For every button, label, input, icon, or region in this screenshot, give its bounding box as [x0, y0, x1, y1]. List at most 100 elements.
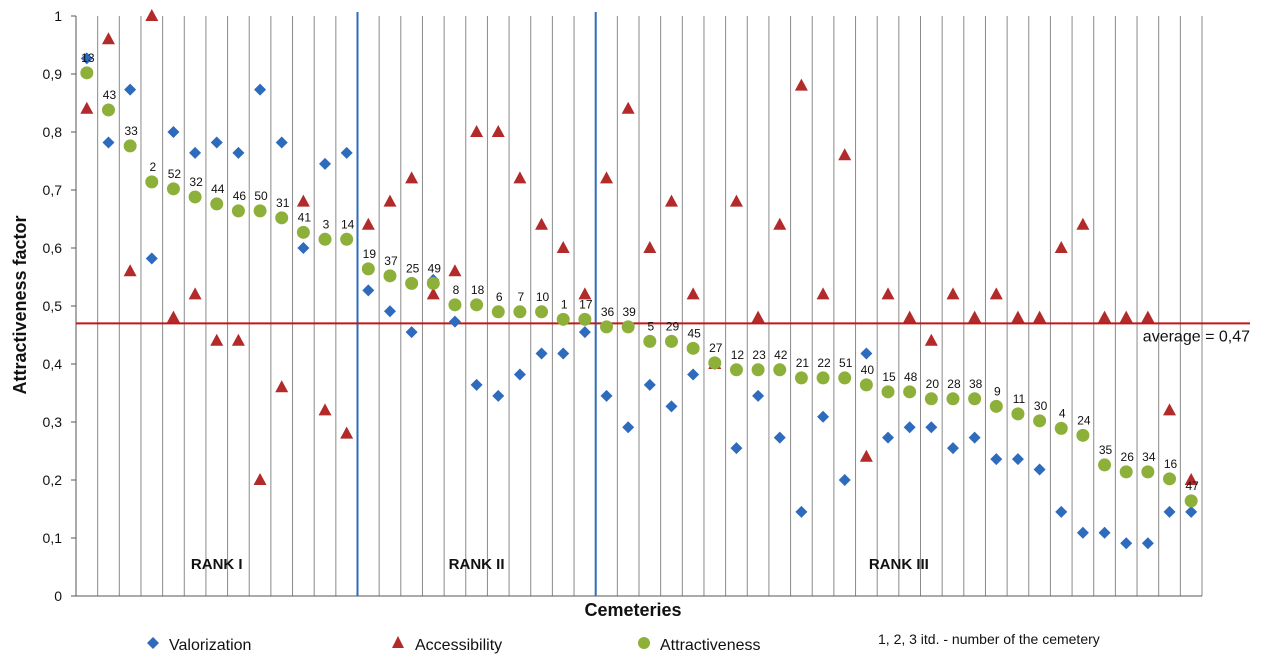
accessibility-point	[1098, 310, 1112, 323]
valorization-point	[80, 52, 93, 65]
legend-marker-accessibility	[392, 636, 404, 648]
valorization-point	[254, 83, 267, 96]
valorization-point	[968, 431, 981, 444]
attractiveness-point	[210, 197, 224, 211]
attractiveness-point	[751, 363, 765, 377]
y-tick-label: 0,4	[43, 356, 63, 372]
accessibility-point	[318, 403, 332, 416]
cemetery-number-label: 10	[536, 290, 550, 304]
attractiveness-point	[578, 312, 592, 326]
valorization-point	[340, 146, 353, 159]
cemetery-number-label: 22	[817, 356, 831, 370]
valorization-point	[145, 252, 158, 265]
attractiveness-point	[708, 356, 722, 370]
average-line-group: average = 0,47	[76, 322, 1250, 345]
cemetery-number-label: 43	[103, 88, 117, 102]
cemetery-number-label: 21	[796, 356, 810, 370]
attractiveness-point	[816, 371, 830, 385]
accessibility-point	[881, 287, 895, 300]
cemetery-number-label: 52	[168, 167, 182, 181]
y-tick-label: 0,2	[43, 472, 63, 488]
attractiveness-point	[859, 378, 873, 392]
accessibility-point	[80, 101, 94, 114]
accessibility-point	[968, 310, 982, 323]
accessibility-point	[188, 287, 202, 300]
attractiveness-point	[968, 392, 982, 406]
cemetery-number-label: 2	[149, 160, 156, 174]
cemetery-number-label: 12	[731, 348, 745, 362]
valorization-point	[1076, 526, 1089, 539]
accessibility-point	[600, 171, 614, 184]
accessibility-point	[513, 171, 527, 184]
valorization-point	[189, 146, 202, 159]
attractiveness-point	[600, 320, 614, 334]
attractiveness-point	[664, 334, 678, 348]
cemetery-number-label: 48	[904, 370, 918, 384]
attractiveness-point	[643, 334, 657, 348]
cemetery-number-label: 16	[1164, 457, 1178, 471]
y-tick-label: 0,1	[43, 530, 63, 546]
valorization-point	[297, 242, 310, 254]
cemetery-number-label: 3	[323, 217, 330, 231]
cemetery-number-label: 8	[453, 283, 460, 297]
y-tick-label: 1	[54, 8, 62, 24]
accessibility-point	[751, 310, 765, 323]
valorization-point	[470, 378, 483, 391]
attractiveness-point	[1119, 465, 1133, 479]
accessibility-point	[859, 449, 873, 462]
attractiveness-point	[924, 392, 938, 406]
cemetery-number-label: 9	[994, 384, 1001, 398]
accessibility-point	[794, 78, 808, 91]
valorization-point	[795, 505, 808, 518]
accessibility-point	[123, 264, 137, 277]
attractiveness-point	[729, 363, 743, 377]
cemetery-number-label: 26	[1121, 450, 1135, 464]
legend-note: 1, 2, 3 itd. - number of the cemetery	[878, 631, 1100, 647]
valorization-point	[535, 347, 548, 360]
accessibility-point	[426, 287, 440, 300]
accessibility-point	[405, 171, 419, 184]
attractiveness-point	[1011, 407, 1025, 421]
attractiveness-point	[491, 305, 505, 319]
valorization-point	[1098, 526, 1111, 539]
valorization-point	[362, 284, 375, 297]
cemetery-number-label: 39	[622, 305, 636, 319]
valorization-point	[1055, 505, 1068, 518]
attractiveness-point	[946, 392, 960, 406]
accessibility-point	[578, 287, 592, 300]
accessibility-point	[1141, 310, 1155, 323]
valorization-point	[578, 326, 591, 339]
valorization-point	[557, 347, 570, 360]
valorization-point	[275, 136, 288, 149]
cemetery-number-label: 19	[363, 247, 377, 261]
valorization-point	[102, 136, 115, 149]
valorization-point	[513, 368, 526, 381]
attractiveness-point	[794, 371, 808, 385]
attractiveness-point	[773, 363, 787, 377]
attractiveness-point	[145, 175, 159, 189]
attractiveness-point	[188, 190, 202, 204]
attractiveness-point	[686, 341, 700, 355]
cemetery-number-label: 42	[774, 348, 788, 362]
accessibility-point	[1119, 310, 1133, 323]
accessibility-point	[210, 333, 224, 346]
valorization-point	[990, 453, 1003, 466]
valorization-point	[730, 442, 743, 455]
cemetery-number-label: 44	[211, 182, 225, 196]
cemetery-number-label: 32	[189, 175, 203, 189]
rank-label: RANK III	[869, 556, 929, 573]
cemetery-number-label: 11	[1013, 392, 1026, 406]
attractiveness-point	[80, 66, 94, 80]
accessibility-point	[903, 310, 917, 323]
cemetery-number-label: 47	[1185, 479, 1199, 493]
y-tick-label: 0,3	[43, 414, 63, 430]
axes: 0 0,1 0,2 0,3 0,4 0,5 0,6 0,7 0,8 0,9 1	[43, 8, 1202, 604]
valorization-point	[1033, 463, 1046, 476]
cemetery-number-label: 46	[233, 189, 247, 203]
cemetery-number-label: 28	[947, 377, 961, 391]
y-tick-label: 0,7	[43, 182, 63, 198]
valorization-point	[1185, 505, 1198, 518]
attractiveness-point	[340, 232, 354, 246]
attractiveness-point	[448, 298, 462, 312]
